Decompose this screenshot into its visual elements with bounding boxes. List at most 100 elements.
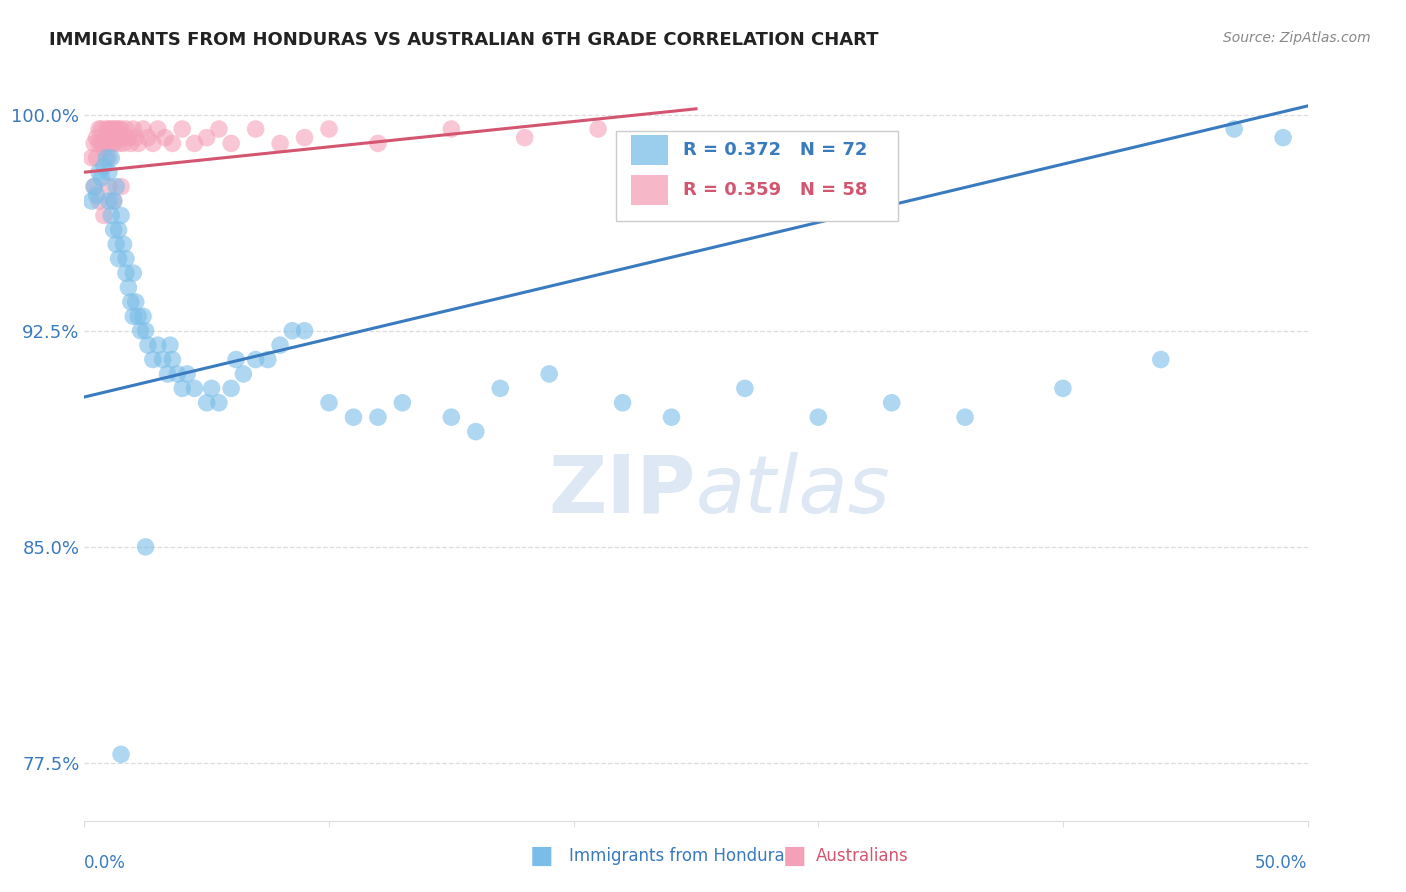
Point [127, 136, 149, 151]
Point [176, 367, 198, 381]
Point [90, 171, 112, 186]
Point [83, 179, 105, 194]
Text: 0.0%: 0.0% [84, 855, 127, 872]
Point [807, 410, 830, 425]
Point [103, 223, 125, 237]
Point [115, 122, 138, 136]
Point [318, 122, 340, 136]
Point [107, 122, 129, 136]
Point [107, 252, 129, 266]
Point [232, 367, 254, 381]
Point [127, 310, 149, 324]
Point [87, 136, 110, 151]
Point [538, 367, 561, 381]
Point [367, 410, 389, 425]
Point [125, 130, 148, 145]
Point [162, 136, 184, 151]
Point [120, 136, 142, 151]
Point [195, 130, 218, 145]
Point [880, 396, 903, 410]
Point [105, 179, 128, 194]
Point [117, 280, 139, 294]
Point [122, 310, 145, 324]
Text: R = 0.372   N = 72: R = 0.372 N = 72 [682, 142, 868, 160]
Point [135, 324, 157, 338]
FancyBboxPatch shape [631, 136, 668, 166]
Point [83, 136, 105, 151]
Point [100, 136, 122, 151]
Point [219, 381, 242, 395]
Point [142, 352, 165, 367]
Point [132, 310, 155, 324]
Text: R = 0.359   N = 58: R = 0.359 N = 58 [682, 181, 868, 199]
Point [281, 324, 304, 338]
Point [440, 122, 463, 136]
Point [83, 179, 105, 194]
Point [96, 151, 118, 165]
Point [172, 381, 194, 395]
Point [257, 352, 280, 367]
Point [97, 165, 120, 179]
Point [156, 367, 179, 381]
Point [112, 237, 135, 252]
Point [183, 381, 205, 395]
Point [208, 122, 231, 136]
Point [122, 266, 145, 280]
Point [93, 142, 115, 156]
Point [1223, 122, 1246, 136]
Point [172, 122, 194, 136]
Point [107, 223, 129, 237]
Point [208, 396, 231, 410]
Point [489, 381, 512, 395]
Point [100, 151, 122, 165]
Point [110, 130, 132, 145]
Point [125, 294, 148, 309]
Point [93, 136, 115, 151]
Text: 50.0%: 50.0% [1256, 855, 1308, 872]
Point [87, 165, 110, 179]
Point [513, 130, 536, 145]
Point [90, 122, 112, 136]
Point [86, 188, 108, 202]
Point [86, 130, 108, 145]
Point [86, 151, 108, 165]
Point [105, 237, 128, 252]
Point [80, 151, 103, 165]
Point [1272, 130, 1295, 145]
Point [103, 194, 125, 208]
Point [245, 122, 267, 136]
Point [80, 194, 103, 208]
Point [1150, 352, 1173, 367]
Point [269, 136, 291, 151]
Text: Source: ZipAtlas.com: Source: ZipAtlas.com [1223, 31, 1371, 45]
Point [105, 122, 128, 136]
Point [97, 151, 120, 165]
Point [93, 209, 115, 223]
Point [586, 122, 609, 136]
Point [96, 130, 118, 145]
Point [107, 136, 129, 151]
FancyBboxPatch shape [616, 131, 898, 221]
Text: IMMIGRANTS FROM HONDURAS VS AUSTRALIAN 6TH GRADE CORRELATION CHART: IMMIGRANTS FROM HONDURAS VS AUSTRALIAN 6… [49, 31, 879, 49]
Point [136, 338, 159, 352]
Point [97, 122, 120, 136]
Point [464, 425, 486, 439]
Point [129, 324, 152, 338]
Point [294, 324, 316, 338]
Point [661, 136, 683, 151]
Point [195, 396, 218, 410]
Point [953, 410, 976, 425]
Text: atlas: atlas [696, 452, 891, 530]
Point [225, 352, 247, 367]
Point [97, 179, 120, 194]
Point [120, 294, 142, 309]
Point [146, 338, 169, 352]
Point [103, 194, 125, 208]
Text: Immigrants from Honduras: Immigrants from Honduras [569, 847, 794, 865]
Point [96, 122, 118, 136]
Point [110, 209, 132, 223]
Point [367, 136, 389, 151]
Point [200, 381, 222, 395]
Point [87, 122, 110, 136]
Point [219, 136, 242, 151]
